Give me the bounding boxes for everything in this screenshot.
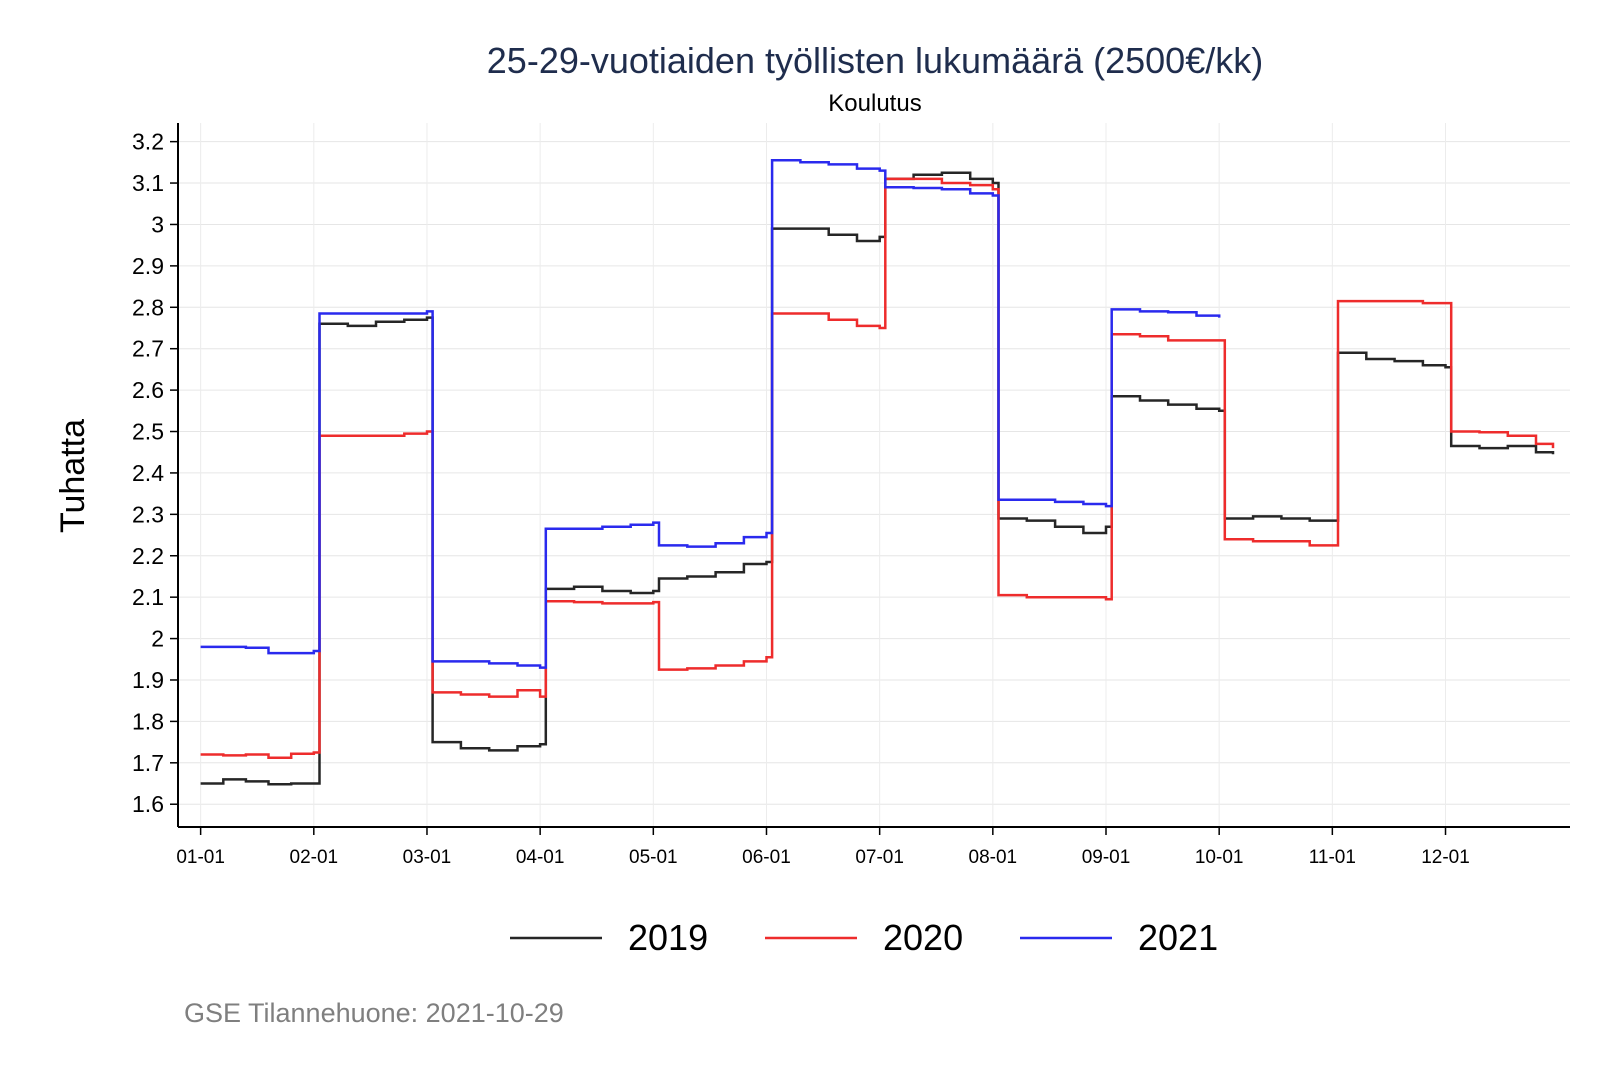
y-tick-label: 2.9 [132, 253, 164, 279]
series-line-2021 [200, 159, 1221, 669]
source-caption: GSE Tilannehuone: 2021-10-29 [184, 998, 564, 1028]
series-line-2020 [200, 177, 1555, 760]
y-tick-label: 2.1 [132, 584, 164, 610]
gridlines [178, 123, 1570, 827]
y-tick-label: 1.8 [132, 708, 164, 734]
y-tick-label: 2.5 [132, 419, 164, 445]
legend-label-2019: 2019 [628, 917, 708, 958]
chart-title: 25-29-vuotiaiden työllisten lukumäärä (2… [487, 40, 1263, 81]
series-lines [200, 159, 1555, 786]
x-tick-label: 10-01 [1195, 847, 1244, 868]
x-tick-label: 02-01 [290, 847, 339, 868]
axes: 1.6 1.7 1.8 1.9 2 2.1 2.2 2.3 2.4 2.5 2.6 2.7 2.8 2.9… [132, 123, 1570, 868]
x-tick-label: 04-01 [516, 847, 565, 868]
y-tick-label: 1.6 [132, 791, 164, 817]
y-tick-label: 1.7 [132, 750, 164, 776]
x-tick-label: 11-01 [1309, 847, 1356, 868]
x-tick-label: 06-01 [742, 847, 791, 868]
x-tick-label: 03-01 [403, 847, 452, 868]
y-tick-label: 3.2 [132, 129, 164, 155]
y-tick-label: 1.9 [132, 667, 164, 693]
x-tick-label: 08-01 [969, 847, 1018, 868]
y-tick-label: 2.8 [132, 294, 164, 320]
x-tick-label: 01-01 [176, 847, 225, 868]
legend: 2019 2020 2021 [510, 917, 1218, 958]
y-tick-label: 2.3 [132, 501, 164, 527]
y-tick-label: 2 [151, 626, 164, 652]
x-tick-label: 09-01 [1082, 847, 1131, 868]
y-tick-label: 2.4 [132, 460, 164, 486]
chart-subtitle: Koulutus [828, 90, 921, 117]
series-line-2019 [200, 171, 1555, 786]
y-axis-label: Tuhatta [54, 419, 92, 533]
x-tick-label: 07-01 [855, 847, 904, 868]
legend-label-2020: 2020 [883, 917, 963, 958]
y-tick-label: 2.6 [132, 377, 164, 403]
y-tick-label: 2.7 [132, 336, 164, 362]
x-tick-label: 05-01 [629, 847, 678, 868]
y-tick-label: 3.1 [132, 170, 164, 196]
legend-label-2021: 2021 [1138, 917, 1218, 958]
y-tick-label: 2.2 [132, 543, 164, 569]
x-tick-label: 12-01 [1421, 847, 1470, 868]
y-tick-label: 3 [151, 211, 164, 237]
